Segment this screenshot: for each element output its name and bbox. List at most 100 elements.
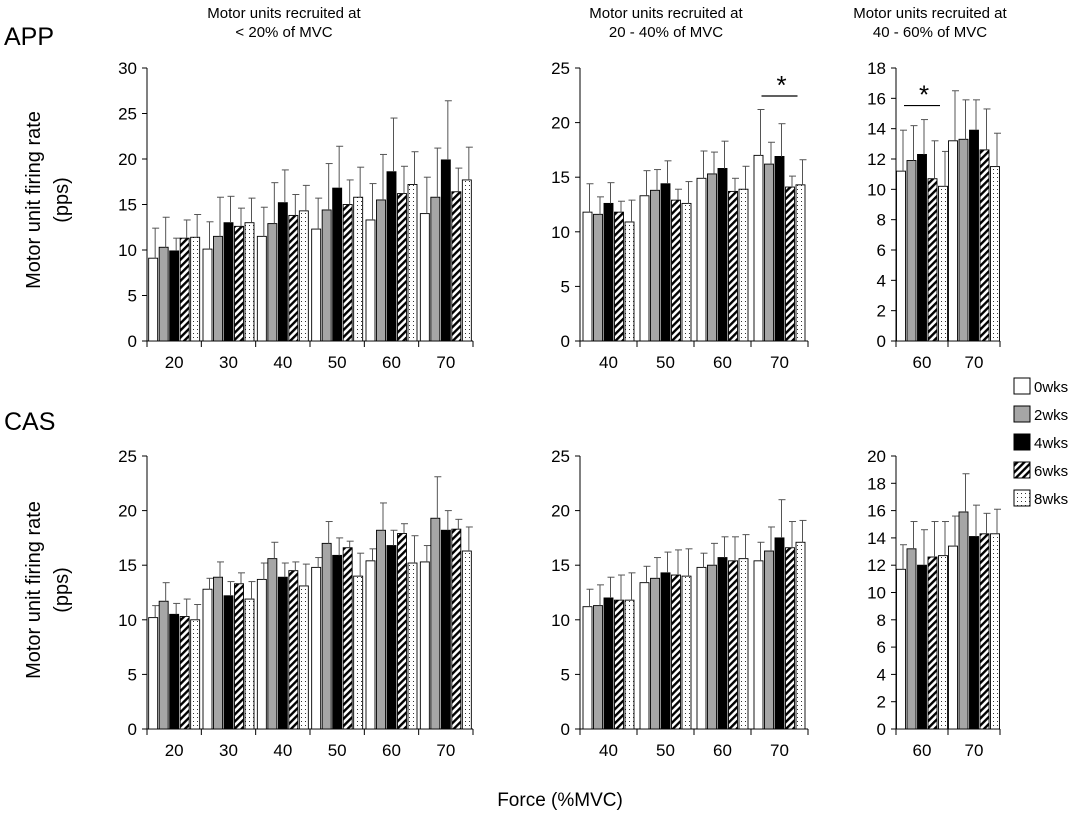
y-tick-label-cas-1: 15: [118, 556, 137, 575]
bar-app-2-6wks-70: [785, 186, 795, 342]
x-tick-label-cas-1: 40: [273, 741, 292, 760]
bar-cas-1-0wks-40: [256, 578, 267, 730]
bar-cas-1-4wks-20: [169, 613, 180, 730]
bar-app-3-2wks-60: [906, 160, 917, 342]
bar-app-2-0wks-50: [639, 195, 650, 342]
x-tick-label-cas-1: 60: [382, 741, 401, 760]
bar-app-1-6wks-60: [397, 193, 407, 342]
bar-cas-1-2wks-40: [267, 558, 278, 730]
legend-swatch-4wks: [1013, 433, 1031, 451]
bar-cas-1-2wks-60: [376, 529, 386, 730]
bar-cas-1-2wks-20: [158, 600, 169, 730]
y-axis-label-cas-line1: Motor unit firing rate: [23, 501, 45, 679]
bar-app-1-6wks-30: [234, 225, 244, 342]
legend-label-8wks: 8wks: [1034, 491, 1068, 508]
y-tick-label-cas-3: 12: [867, 556, 886, 575]
bar-app-2-0wks-70: [753, 154, 764, 342]
y-tick-label-cas-2: 0: [561, 720, 570, 739]
panel-cas-1: 0 5 10 15 20 25 20 30 40 50 60 70: [118, 447, 474, 760]
column-title-1-line2: < 20% of MVC: [235, 24, 332, 41]
bar-cas-1-8wks-20: [190, 619, 201, 730]
bar-cas-2-6wks-60: [728, 560, 738, 730]
bar-cas-1-2wks-70: [430, 517, 441, 730]
panel-cas-2: 0 5 10 15 20 25 40 50 60 70: [551, 447, 809, 760]
bar-app-2-2wks-70: [764, 163, 774, 342]
x-tick-label-app-3: 60: [913, 353, 932, 372]
bar-cas-1-8wks-30: [244, 598, 255, 730]
column-title-2-line1: Motor units recruited at: [589, 5, 743, 22]
bar-app-1-0wks-50: [311, 228, 322, 342]
bar-cas-1-6wks-50: [342, 547, 353, 730]
y-tick-label-app-3: 4: [877, 271, 886, 290]
bar-app-1-4wks-60: [386, 171, 397, 342]
y-tick-label-cas-3: 20: [867, 447, 886, 466]
bar-cas-1-4wks-40: [277, 576, 288, 730]
bar-app-3-0wks-70: [948, 140, 958, 342]
y-tick-label-app-2: 25: [551, 59, 570, 78]
bar-cas-2-4wks-60: [717, 557, 728, 730]
bar-app-1-4wks-30: [223, 222, 234, 342]
x-tick-label-cas-1: 50: [328, 741, 347, 760]
x-tick-label-cas-1: 30: [219, 741, 238, 760]
bar-cas-3-4wks-70: [969, 536, 979, 730]
y-axis-label-app-line1: Motor unit firing rate: [23, 111, 45, 289]
bar-cas-2-0wks-40: [582, 606, 593, 730]
y-tick-label-cas-3: 8: [877, 611, 886, 630]
bar-cas-2-6wks-40: [614, 599, 624, 730]
bar-cas-1-6wks-40: [288, 570, 299, 730]
bar-cas-1-2wks-50: [321, 542, 332, 730]
y-tick-label-app-1: 30: [118, 59, 137, 78]
x-tick-label-cas-2: 70: [770, 741, 789, 760]
bar-cas-1-8wks-70: [461, 550, 472, 730]
y-tick-label-cas-1: 10: [118, 611, 137, 630]
bar-cas-3-6wks-70: [979, 533, 990, 730]
x-tick-label-cas-3: 70: [965, 741, 984, 760]
y-tick-label-app-1: 20: [118, 150, 137, 169]
x-tick-label-app-2: 50: [656, 353, 675, 372]
bar-app-2-6wks-50: [671, 199, 681, 342]
x-tick-label-app-1: 40: [273, 353, 292, 372]
y-tick-label-app-3: 14: [867, 120, 886, 139]
bar-cas-3-2wks-60: [906, 548, 917, 730]
bar-app-1-2wks-20: [158, 246, 169, 342]
bar-cas-2-6wks-70: [785, 547, 795, 730]
bar-app-2-8wks-60: [738, 188, 749, 342]
y-tick-label-app-1: 15: [118, 196, 137, 215]
bar-app-2-8wks-70: [795, 184, 806, 342]
y-tick-label-app-1: 5: [128, 287, 137, 306]
bar-cas-1-0wks-30: [202, 588, 213, 730]
bar-app-3-4wks-70: [969, 129, 979, 342]
y-tick-label-cas-3: 2: [877, 693, 886, 712]
legend: 0wks 2wks 4wks 6wks 8wks: [1013, 377, 1068, 508]
y-tick-label-app-3: 0: [877, 332, 886, 351]
y-tick-label-cas-2: 5: [561, 665, 570, 684]
bar-app-1-2wks-60: [376, 199, 386, 342]
bar-app-1-0wks-20: [148, 257, 159, 342]
significance-star-app-3: *: [919, 80, 929, 110]
bar-cas-3-0wks-70: [948, 545, 958, 730]
y-tick-label-app-3: 16: [867, 89, 886, 108]
bar-app-1-6wks-20: [179, 237, 190, 342]
x-tick-label-app-1: 20: [165, 353, 184, 372]
column-title-2-line2: 20 - 40% of MVC: [609, 24, 723, 41]
bar-app-1-0wks-40: [256, 235, 267, 342]
y-tick-label-app-2: 20: [551, 114, 570, 133]
bar-cas-2-6wks-50: [671, 574, 681, 730]
y-tick-label-app-3: 10: [867, 180, 886, 199]
y-tick-label-app-3: 12: [867, 150, 886, 169]
legend-swatch-8wks: [1013, 489, 1031, 507]
y-tick-label-app-2: 5: [561, 277, 570, 296]
bar-cas-2-2wks-40: [593, 605, 603, 730]
bar-cas-1-4wks-50: [332, 554, 343, 730]
y-tick-label-app-3: 2: [877, 302, 886, 321]
bar-app-1-0wks-60: [365, 219, 376, 342]
y-tick-label-app-2: 10: [551, 223, 570, 242]
y-axis-label-app-line2: (pps): [51, 177, 73, 223]
bar-app-1-8wks-30: [244, 222, 255, 342]
bar-cas-2-4wks-70: [774, 537, 785, 730]
y-tick-label-cas-1: 25: [118, 447, 137, 466]
column-title-3-line1: Motor units recruited at: [853, 5, 1007, 22]
y-tick-label-app-1: 25: [118, 105, 137, 124]
bar-cas-1-8wks-50: [353, 575, 364, 730]
